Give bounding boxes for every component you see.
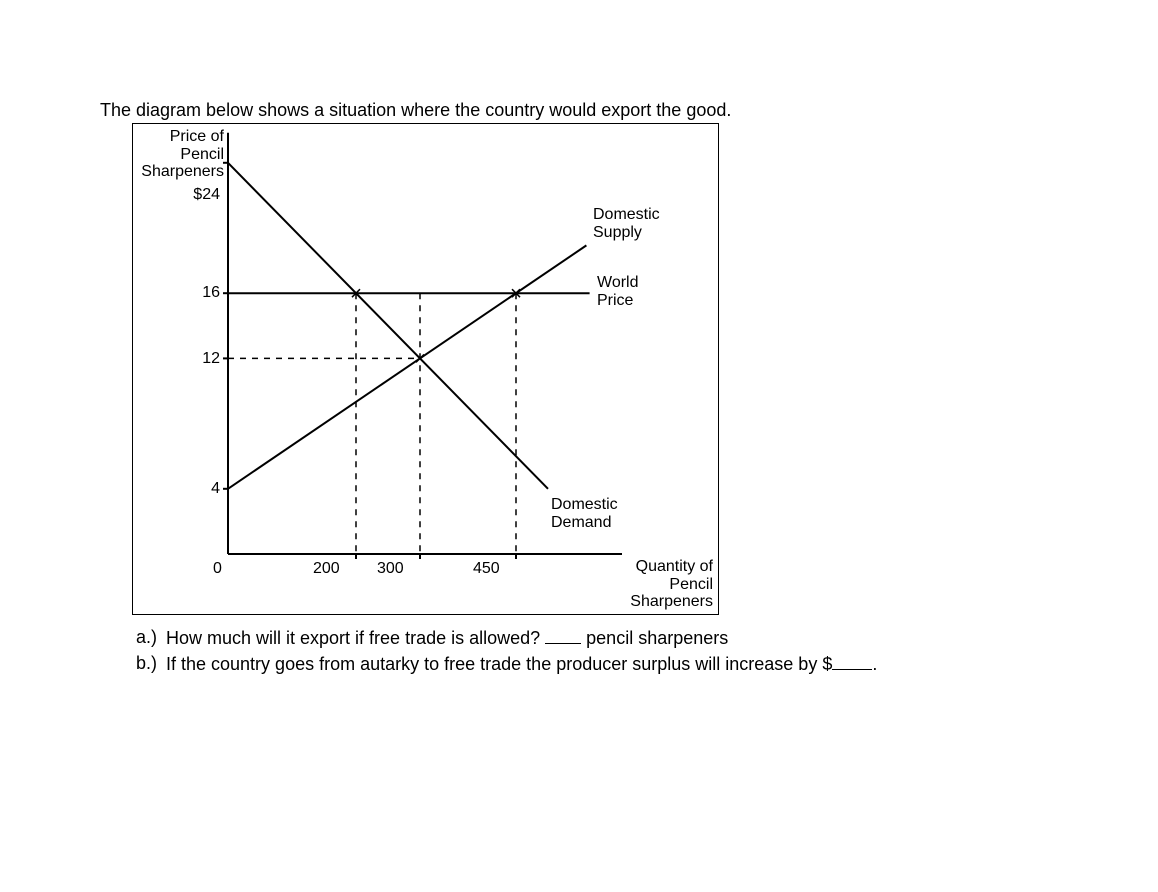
- demand-label: Domestic Demand: [551, 496, 618, 533]
- y-axis-label: Price of Pencil Sharpeners: [136, 128, 224, 181]
- world-price-label: World Price: [597, 274, 639, 311]
- y-tick-24: $24: [193, 186, 220, 204]
- y-tick-16: 16: [202, 284, 220, 302]
- x-axis-label: Quantity of Pencil Sharpeners: [583, 558, 713, 611]
- question-b: b.) If the country goes from autarky to …: [136, 651, 1060, 677]
- question-a: a.) How much will it export if free trad…: [136, 625, 1060, 651]
- supply-demand-chart: Price of Pencil Sharpeners $24 16 12 4 0…: [132, 123, 719, 615]
- blank-b: [832, 651, 872, 670]
- supply-label: Domestic Supply: [593, 206, 660, 243]
- y-tick-12: 12: [202, 350, 220, 368]
- x-tick-450: 450: [473, 560, 500, 578]
- intro-text: The diagram below shows a situation wher…: [100, 100, 1060, 121]
- y-tick-4: 4: [211, 480, 220, 498]
- chart-svg: [133, 124, 718, 614]
- x-tick-200: 200: [313, 560, 340, 578]
- blank-a: [545, 625, 581, 644]
- x-tick-0: 0: [213, 560, 222, 578]
- questions: a.) How much will it export if free trad…: [136, 625, 1060, 677]
- x-tick-300: 300: [377, 560, 404, 578]
